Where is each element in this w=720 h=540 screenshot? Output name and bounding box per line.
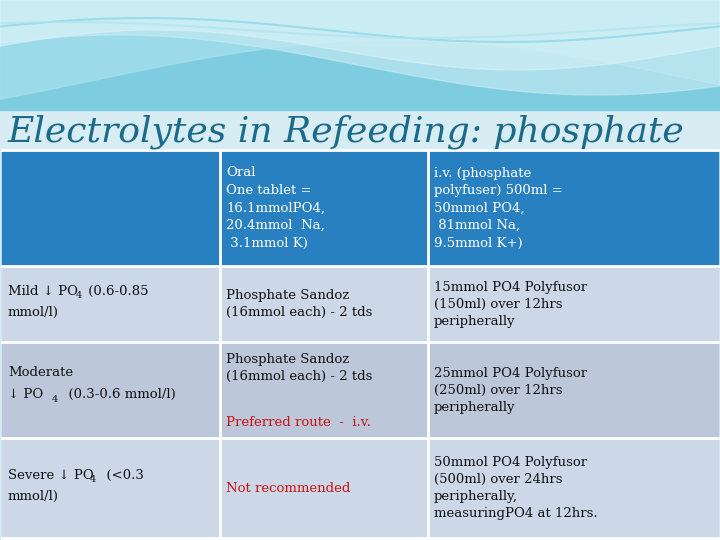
Text: (0.3-0.6 mmol/l): (0.3-0.6 mmol/l) xyxy=(60,388,176,401)
Bar xyxy=(2,150,718,266)
Text: 4: 4 xyxy=(52,395,58,403)
Text: i.v. (phosphate
polyfuser) 500ml =
50mmol PO4,
 81mmol Na,
9.5mmol K+): i.v. (phosphate polyfuser) 500ml = 50mmo… xyxy=(434,166,563,249)
Text: Not recommended: Not recommended xyxy=(226,482,351,495)
Text: (0.6-0.85: (0.6-0.85 xyxy=(84,285,148,298)
Text: (<0.3: (<0.3 xyxy=(98,469,144,482)
Text: 15mmol PO4 Polyfusor
(150ml) over 12hrs
peripherally: 15mmol PO4 Polyfusor (150ml) over 12hrs … xyxy=(434,280,587,327)
Bar xyxy=(2,342,718,438)
Text: 4: 4 xyxy=(90,476,96,484)
Text: ↓ PO: ↓ PO xyxy=(8,388,43,401)
Text: 4: 4 xyxy=(76,292,82,300)
Text: Severe ↓ PO: Severe ↓ PO xyxy=(8,469,94,482)
Text: Moderate: Moderate xyxy=(8,366,73,379)
Text: mmol/l): mmol/l) xyxy=(8,489,59,503)
Text: Preferred route  -  i.v.: Preferred route - i.v. xyxy=(226,415,372,429)
Text: Mild ↓ PO: Mild ↓ PO xyxy=(8,285,78,298)
Text: Oral
One tablet =
16.1mmolPO4,
20.4mmol  Na,
 3.1mmol K): Oral One tablet = 16.1mmolPO4, 20.4mmol … xyxy=(226,166,325,249)
Text: mmol/l): mmol/l) xyxy=(8,306,59,319)
Text: Phosphate Sandoz
(16mmol each) - 2 tds: Phosphate Sandoz (16mmol each) - 2 tds xyxy=(226,353,373,383)
Text: Electrolytes in Refeeding: phosphate: Electrolytes in Refeeding: phosphate xyxy=(8,115,685,149)
Text: 50mmol PO4 Polyfusor
(500ml) over 24hrs
peripherally,
measuringPO4 at 12hrs.: 50mmol PO4 Polyfusor (500ml) over 24hrs … xyxy=(434,456,598,520)
Text: 25mmol PO4 Polyfusor
(250ml) over 12hrs
peripherally: 25mmol PO4 Polyfusor (250ml) over 12hrs … xyxy=(434,367,587,414)
Bar xyxy=(2,266,718,342)
Bar xyxy=(2,438,718,538)
Text: Phosphate Sandoz
(16mmol each) - 2 tds: Phosphate Sandoz (16mmol each) - 2 tds xyxy=(226,289,373,319)
Bar xyxy=(0,0,720,110)
